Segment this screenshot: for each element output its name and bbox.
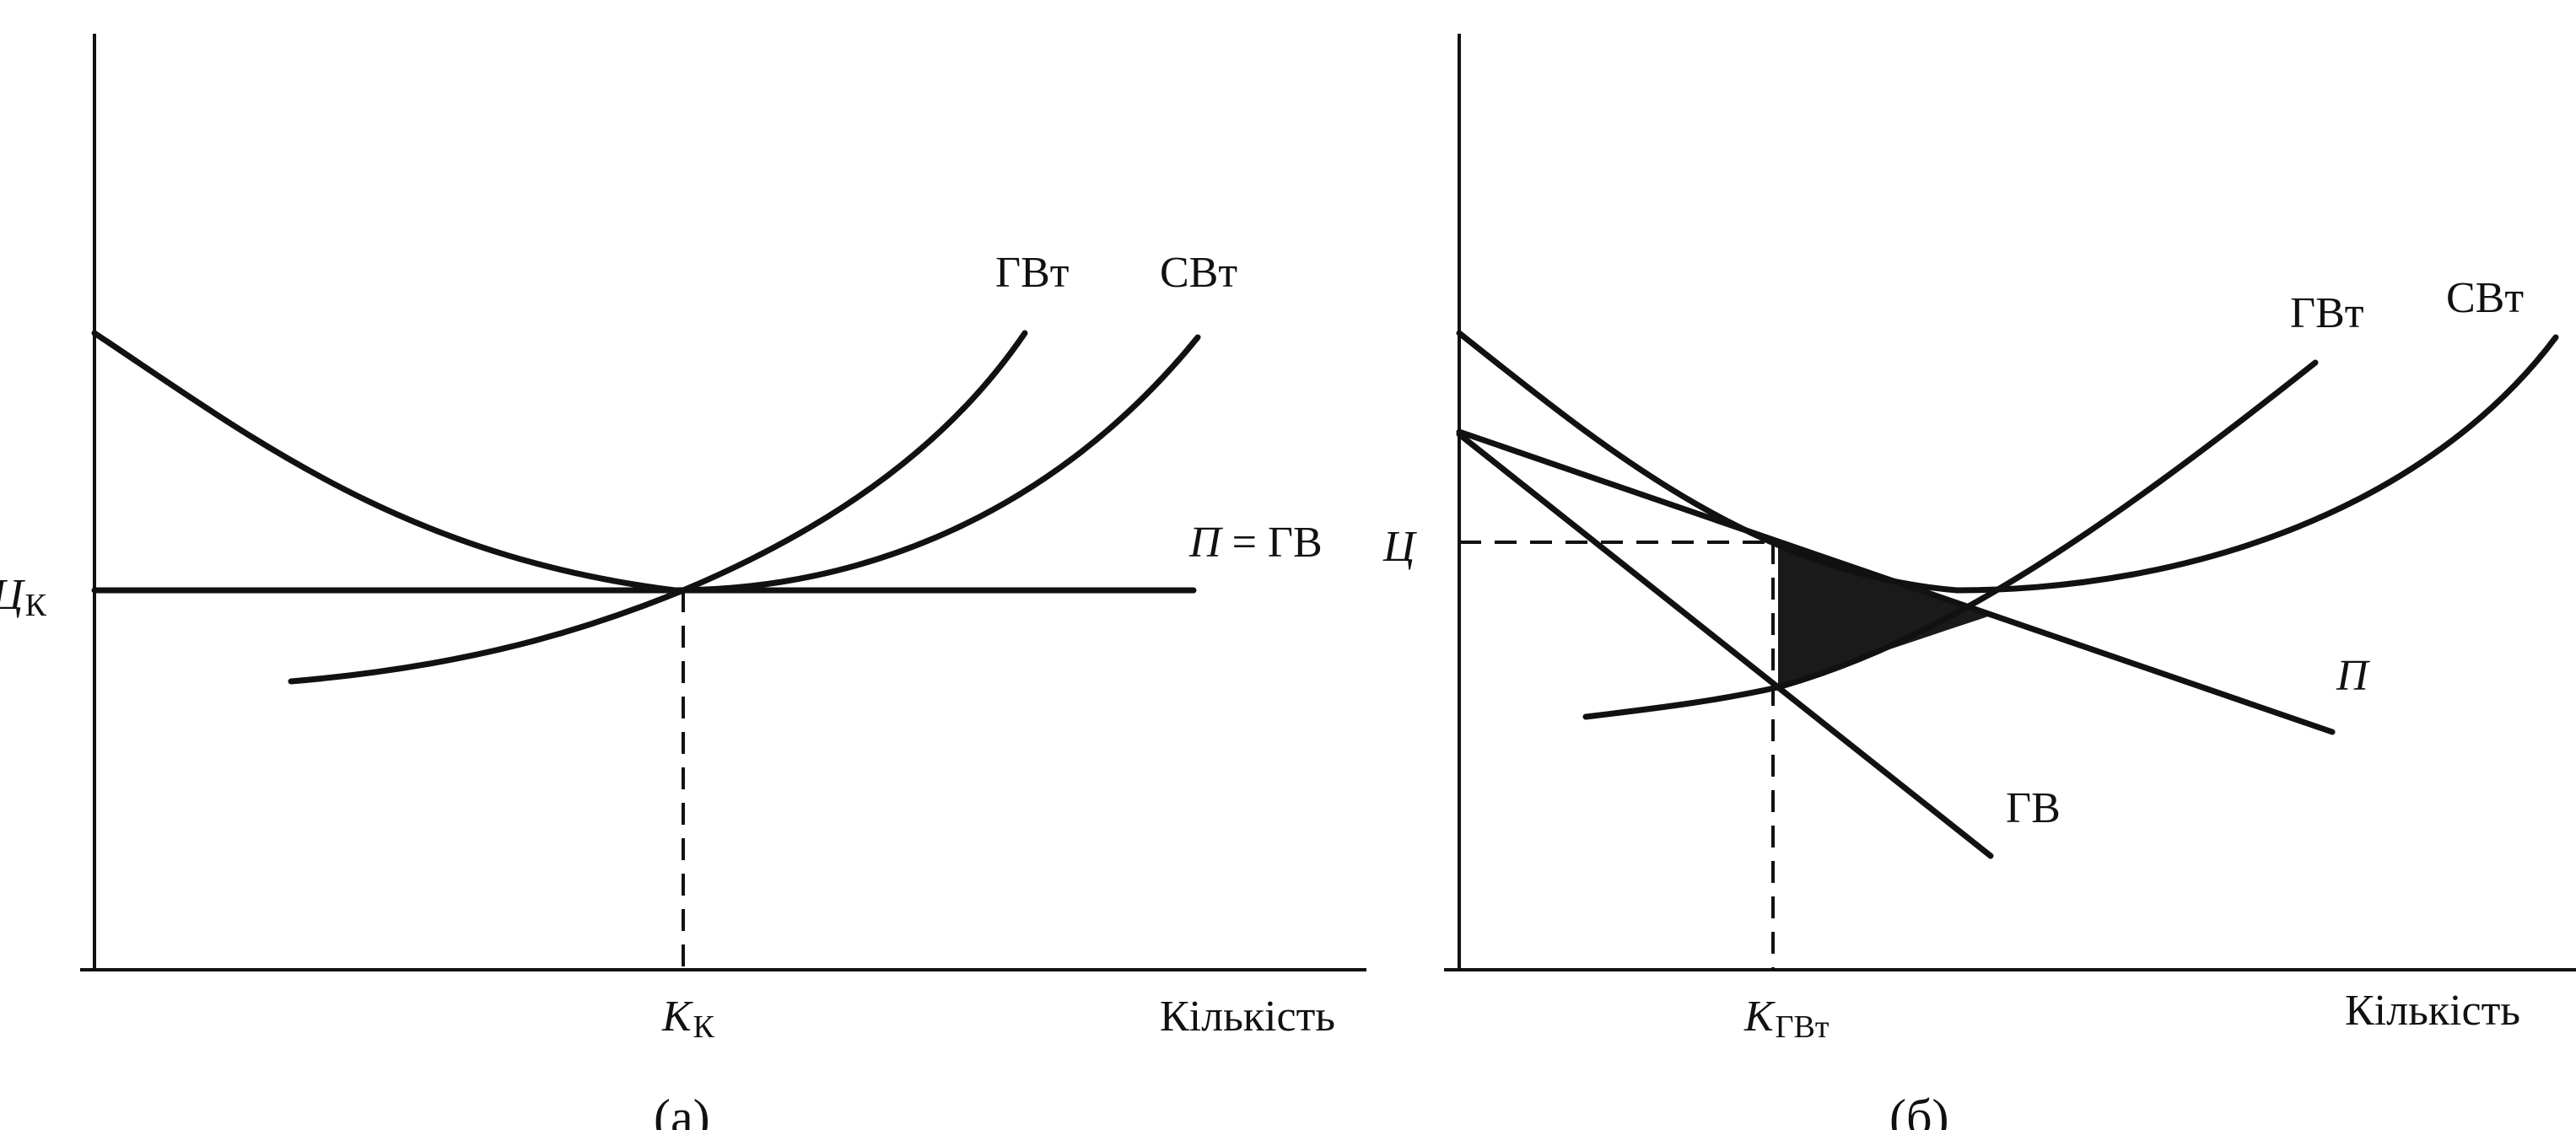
label-ac-b: СВт	[2446, 274, 2524, 322]
panel-a: ЦК ГВт СВт П = ГВ КК Кількість (а)	[0, 34, 1366, 1130]
label-mc-b: ГВт	[2290, 289, 2363, 337]
price-label-b: Ц	[1382, 523, 1417, 571]
curve-demand-b	[1456, 428, 2336, 735]
curve-marginal-revenue-b	[1456, 431, 1994, 859]
panel-b: Ц ГВт СВт П ГВ КГВт Кількість (б)	[1382, 34, 2576, 1130]
axis-title-x-b: Кількість	[2345, 987, 2520, 1035]
curve-marginal-cost-a	[288, 330, 1028, 685]
axis-title-x-a: Кількість	[1160, 993, 1335, 1041]
label-demand-b: П	[2336, 652, 2371, 700]
qty-label-a: КК	[661, 993, 715, 1045]
shaded-deadweight-area	[1778, 542, 1991, 687]
caption-b: (б)	[1889, 1090, 1949, 1130]
label-demand-a: П = ГВ	[1188, 519, 1323, 567]
curve-avg-cost-b	[1456, 330, 2559, 594]
curve-marginal-cost-b	[1582, 359, 2319, 720]
price-label-a: ЦК	[0, 571, 47, 623]
label-mr-b: ГВ	[2006, 784, 2061, 832]
label-ac-a: СВт	[1160, 249, 1237, 297]
caption-a: (а)	[654, 1090, 710, 1130]
curve-avg-cost-a	[91, 330, 1201, 594]
qty-label-b: КГВт	[1743, 993, 1830, 1045]
label-mc-a: ГВт	[995, 249, 1069, 297]
